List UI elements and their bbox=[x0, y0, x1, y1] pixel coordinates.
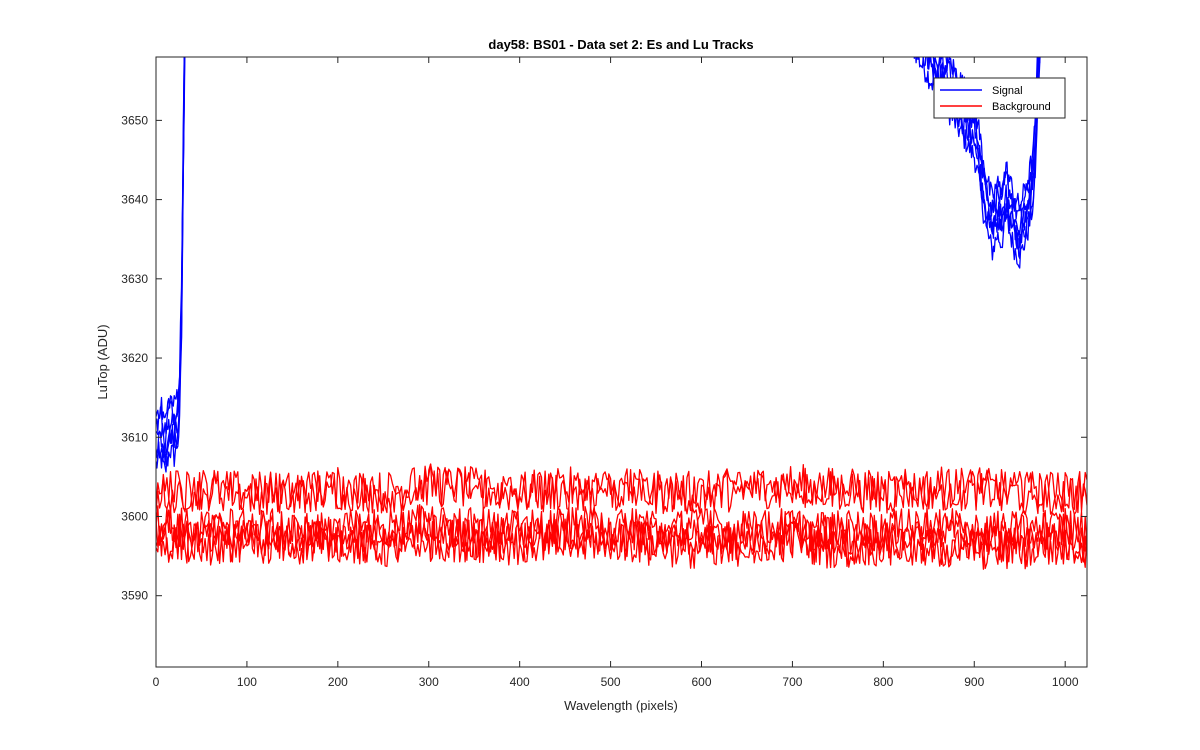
series-line-signal bbox=[913, 57, 1041, 269]
plot-area bbox=[156, 57, 1087, 667]
x-tick-label: 400 bbox=[510, 675, 530, 689]
x-tick-label: 700 bbox=[782, 675, 802, 689]
y-tick-label: 3600 bbox=[121, 509, 148, 523]
y-tick-label: 3590 bbox=[121, 589, 148, 603]
series-line-signal bbox=[156, 57, 185, 420]
series-line-background bbox=[156, 463, 1087, 516]
x-tick-label: 200 bbox=[328, 675, 348, 689]
x-tick-label: 0 bbox=[153, 675, 160, 689]
chart-title: day58: BS01 - Data set 2: Es and Lu Trac… bbox=[488, 37, 753, 52]
x-tick-label: 500 bbox=[601, 675, 621, 689]
x-axis-label: Wavelength (pixels) bbox=[564, 698, 678, 713]
x-tick-label: 300 bbox=[419, 675, 439, 689]
y-tick-label: 3610 bbox=[121, 430, 148, 444]
legend-label-signal: Signal bbox=[992, 85, 1023, 97]
y-tick-label: 3640 bbox=[121, 193, 148, 207]
x-tick-label: 100 bbox=[237, 675, 257, 689]
series-line-signal bbox=[922, 57, 1041, 260]
series-line-background bbox=[156, 503, 1087, 555]
axes-box bbox=[155, 56, 1088, 668]
y-tick-label: 3630 bbox=[121, 272, 148, 286]
y-axis-label: LuTop (ADU) bbox=[95, 324, 110, 399]
x-tick-label: 900 bbox=[964, 675, 984, 689]
tick-layer: 0 100 200 300 400 500 600 700 800 900 1000 3590 3600… bbox=[121, 57, 1087, 689]
x-tick-label: 800 bbox=[873, 675, 893, 689]
x-tick-label: 600 bbox=[691, 675, 711, 689]
series-line-signal bbox=[928, 57, 1039, 236]
legend-label-background: Background bbox=[992, 101, 1051, 113]
y-tick-label: 3620 bbox=[121, 351, 148, 365]
y-tick-label: 3650 bbox=[121, 113, 148, 127]
legend: Signal Background bbox=[933, 77, 1066, 119]
x-tick-label: 1000 bbox=[1052, 675, 1079, 689]
legend-box bbox=[933, 77, 1066, 119]
